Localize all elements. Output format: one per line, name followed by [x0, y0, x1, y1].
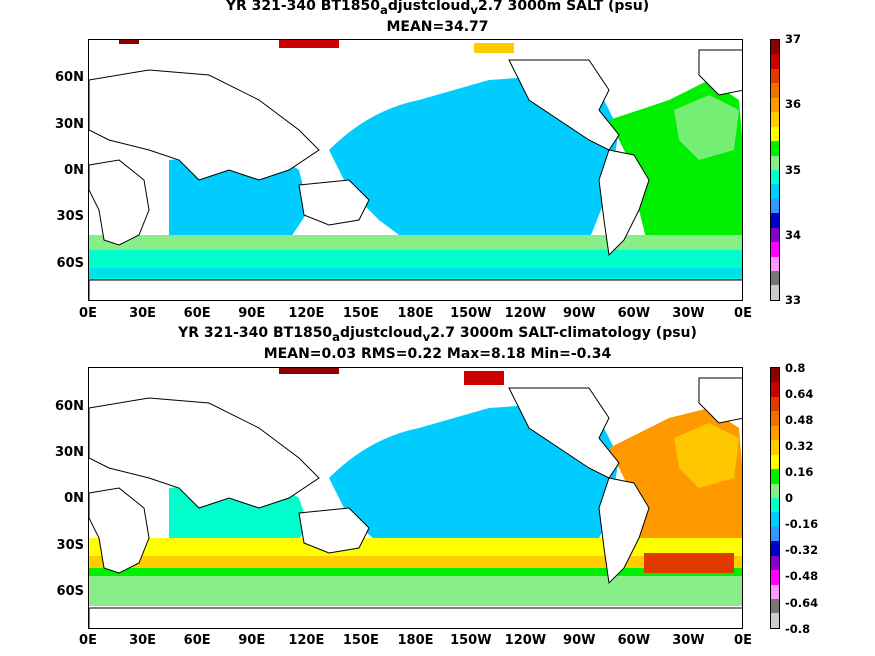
top-lon-label: 30W	[672, 306, 705, 321]
top-colorbar-segment	[771, 198, 779, 214]
bottom-colorbar-label: -0.8	[785, 622, 811, 636]
top-lon-label: 90E	[238, 306, 266, 321]
top-colorbar-segment	[771, 213, 779, 228]
top-colorbar-segment	[771, 83, 779, 98]
top-colorbar-label: 37	[785, 32, 802, 46]
top-colorbar-segment	[771, 242, 779, 257]
bottom-colorbar-label: -0.16	[785, 517, 819, 531]
bottom-lon-label: 120E	[288, 633, 325, 648]
top-colorbar-segment	[771, 271, 779, 286]
bottom-colorbar-segment	[771, 368, 779, 383]
bottom-colorbar-segment	[771, 555, 779, 571]
top-lat-label: 60S	[56, 256, 84, 271]
bottom-subtitle: MEAN=0.03 RMS=0.22 Max=8.18 Min=-0.34	[263, 346, 612, 362]
top-lon-label: 150W	[450, 306, 492, 321]
bottom-colorbar-label: 0.48	[785, 413, 814, 427]
top-colorbar-segment	[771, 54, 779, 69]
top-colorbar-segment	[771, 141, 779, 156]
bottom-colorbar-segment	[771, 497, 779, 513]
top-lon-label: 60W	[617, 306, 651, 321]
top-lat-label: 30N	[55, 117, 84, 132]
top-lon-label: 120E	[288, 306, 325, 321]
top-colorbar-segment	[771, 40, 779, 55]
bottom-colorbar-segment	[771, 425, 779, 441]
bottom-map	[88, 367, 743, 629]
bottom-lon-label: 30E	[129, 633, 157, 648]
bottom-lat-label: 60S	[56, 584, 84, 599]
top-colorbar-segment	[771, 285, 779, 300]
top-colorbar-segment	[771, 184, 779, 199]
bottom-colorbar-segment	[771, 512, 779, 527]
top-colorbar-segment	[771, 112, 779, 127]
bottom-colorbar-label: 0.16	[785, 465, 814, 479]
top-lon-label: 0E	[79, 306, 97, 321]
top-lon-label: 120W	[504, 306, 547, 321]
bottom-colorbar-segment	[771, 584, 779, 599]
top-colorbar-segment	[771, 68, 779, 84]
bottom-lon-label: 30W	[672, 633, 705, 648]
top-colorbar-segment	[771, 227, 779, 243]
bottom-colorbar-segment	[771, 454, 779, 470]
bottom-colorbar-label: -0.64	[785, 596, 819, 610]
bottom-colorbar-segment	[771, 483, 779, 498]
top-colorbar-segment	[771, 155, 779, 170]
top-colorbar	[770, 39, 780, 301]
top-map	[88, 39, 743, 301]
top-lat-label: 60N	[55, 70, 84, 85]
top-lon-label: 90W	[563, 306, 596, 321]
top-colorbar-label: 35	[785, 163, 802, 177]
bottom-colorbar-segment	[771, 440, 779, 455]
bottom-colorbar-label: 0.8	[785, 361, 806, 375]
bottom-lon-label: 150W	[450, 633, 492, 648]
top-colorbar-segment	[771, 256, 779, 271]
top-lat-label: 30S	[56, 209, 84, 224]
bottom-lat-label: 60N	[55, 399, 84, 414]
bottom-lon-label: 120W	[504, 633, 547, 648]
top-colorbar-segment	[771, 97, 779, 113]
bottom-colorbar-label: 0	[785, 491, 794, 505]
bottom-colorbar-segment	[771, 382, 779, 397]
bottom-colorbar-segment	[771, 541, 779, 556]
bottom-lat-label: 0N	[64, 491, 84, 506]
top-colorbar-segment	[771, 126, 779, 142]
bottom-lon-label: 0E	[734, 633, 752, 648]
top-lon-label: 60E	[183, 306, 211, 321]
bottom-colorbar-label: -0.32	[785, 543, 819, 557]
bottom-lat-label: 30N	[55, 445, 84, 460]
top-lon-label: 180E	[397, 306, 434, 321]
bottom-colorbar-label: 0.32	[785, 439, 814, 453]
bottom-colorbar-segment	[771, 396, 779, 412]
bottom-colorbar-segment	[771, 570, 779, 585]
bottom-colorbar-segment	[771, 526, 779, 542]
bottom-lon-label: 60E	[183, 633, 211, 648]
top-colorbar-segment	[771, 169, 779, 185]
bottom-colorbar-segment	[771, 469, 779, 484]
bottom-colorbar-label: 0.64	[785, 387, 814, 401]
top-lon-label: 30E	[129, 306, 157, 321]
top-lon-label: 0E	[734, 306, 752, 321]
top-lat-label: 0N	[64, 163, 84, 178]
top-title: YR 321-340 BT1850adjustcloudv2.7 3000m S…	[225, 0, 650, 17]
bottom-lon-label: 90W	[563, 633, 596, 648]
top-subtitle: MEAN=34.77	[386, 19, 489, 35]
bottom-colorbar-segment	[771, 613, 779, 628]
bottom-lon-label: 90E	[238, 633, 266, 648]
top-colorbar-label: 33	[785, 293, 802, 307]
bottom-colorbar-segment	[771, 411, 779, 426]
bottom-lon-label: 150E	[342, 633, 379, 648]
bottom-colorbar	[770, 367, 780, 629]
top-colorbar-label: 36	[785, 97, 802, 111]
top-colorbar-label: 34	[785, 228, 802, 242]
bottom-lat-label: 30S	[56, 538, 84, 553]
bottom-lon-label: 60W	[617, 633, 651, 648]
bottom-title: YR 321-340 BT1850adjustcloudv2.7 3000m S…	[178, 325, 697, 344]
bottom-lon-label: 180E	[397, 633, 434, 648]
top-lon-label: 150E	[342, 306, 379, 321]
bottom-colorbar-label: -0.48	[785, 569, 819, 583]
bottom-colorbar-segment	[771, 599, 779, 614]
bottom-lon-label: 0E	[79, 633, 97, 648]
